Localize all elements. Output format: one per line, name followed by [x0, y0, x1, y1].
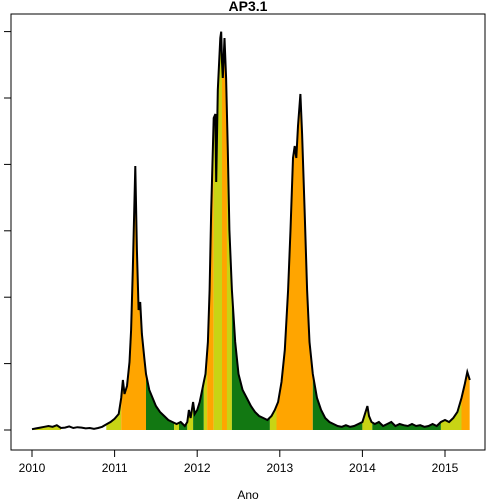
x-tick-label: 2015: [432, 461, 459, 475]
band-yellow: [213, 31, 222, 430]
y-axis: [4, 31, 11, 431]
band-yellow: [440, 31, 462, 430]
chart-title: AP3.1: [229, 0, 268, 14]
color-bands: [32, 31, 470, 430]
series-area: [32, 32, 470, 430]
band-orange: [222, 31, 227, 430]
band-yellow: [106, 31, 122, 430]
x-tick-label: 2011: [102, 461, 128, 475]
band-yellow: [187, 31, 194, 430]
band-yellow: [269, 31, 277, 430]
band-green: [179, 31, 188, 430]
x-tick-label: 2012: [184, 461, 211, 475]
band-yellow: [362, 31, 373, 430]
band-green: [372, 31, 441, 430]
band-green: [312, 31, 363, 430]
x-tick-label: 2010: [19, 461, 46, 475]
x-tick-label: 2014: [349, 461, 376, 475]
band-yellow: [174, 31, 180, 430]
series-line: [31, 31, 471, 431]
x-tick-label: 2013: [266, 461, 293, 475]
plot-frame: [10, 13, 486, 451]
band-green: [146, 31, 175, 430]
band-yellow: [32, 31, 61, 430]
x-axis-label: Ano: [237, 488, 259, 502]
x-axis: 2010 2011 2012 2013 2014 2015: [19, 450, 459, 475]
band-green: [193, 31, 204, 430]
